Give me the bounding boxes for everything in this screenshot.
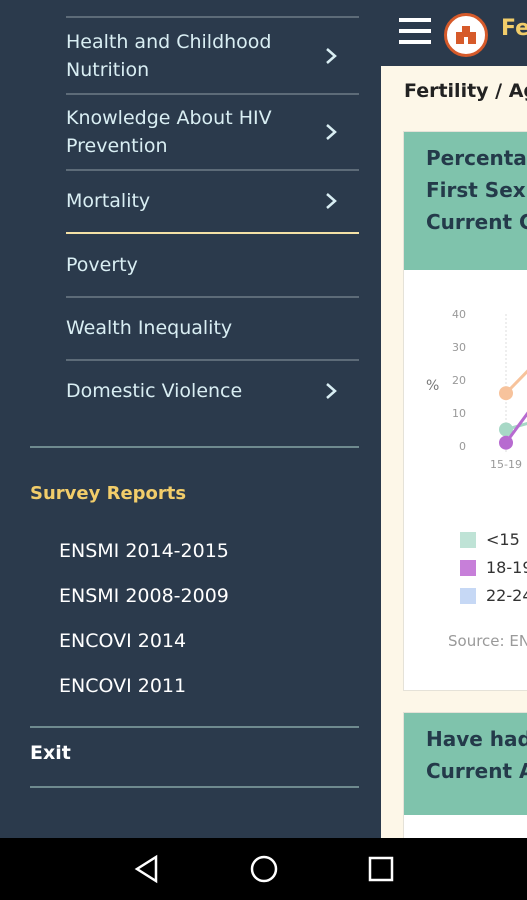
menu-item-health-nutrition[interactable]: Health and Childhood Nutrition xyxy=(66,26,359,86)
y-tick-label: 40 xyxy=(452,308,466,321)
divider xyxy=(66,93,359,95)
data-point xyxy=(499,386,513,401)
back-icon[interactable] xyxy=(130,852,164,886)
legend-item: <15 xyxy=(460,530,520,549)
data-point xyxy=(499,422,513,437)
chevron-right-icon xyxy=(326,193,337,209)
divider xyxy=(66,169,359,171)
chevron-right-icon xyxy=(326,383,337,399)
chart-card: Percentag First Sexu Current C 40 30 20 10 0… xyxy=(403,131,527,691)
chart-card: Have had Current A xyxy=(403,712,527,838)
menu-item-label: Health and Childhood Nutrition xyxy=(66,31,272,81)
building-logo-icon xyxy=(456,26,476,44)
home-icon[interactable] xyxy=(247,852,281,886)
breadcrumb: Fertility / Ag xyxy=(404,80,527,102)
y-tick-label: 0 xyxy=(459,440,466,453)
menu-item-poverty[interactable]: Poverty xyxy=(66,248,359,282)
navigation-drawer: Health and Childhood Nutrition Knowledge… xyxy=(30,16,359,788)
legend-swatch xyxy=(460,587,476,604)
y-tick-label: 10 xyxy=(452,407,466,420)
system-navigation-bar xyxy=(0,838,527,900)
y-tick-label: 20 xyxy=(452,374,466,387)
exit-button[interactable]: Exit xyxy=(30,742,71,764)
menu-item-wealth-inequality[interactable]: Wealth Inequality xyxy=(66,311,359,345)
main-content: Fe Fertility / Ag Percentag First Sexu C… xyxy=(381,0,527,838)
divider xyxy=(66,16,359,18)
app-logo xyxy=(444,13,488,57)
chevron-right-icon xyxy=(326,48,337,64)
section-divider xyxy=(30,786,359,788)
divider xyxy=(66,359,359,361)
legend-label: 22-24 xyxy=(486,586,527,605)
y-tick-label: 30 xyxy=(452,341,466,354)
menu-item-label: Mortality xyxy=(66,190,151,212)
chart-source: Source: ENS xyxy=(448,632,527,650)
menu-item-domestic-violence[interactable]: Domestic Violence xyxy=(66,374,359,408)
data-point xyxy=(499,435,513,450)
legend-label: <15 xyxy=(486,530,520,549)
chart-card-title: Have had Current A xyxy=(404,713,527,815)
section-divider xyxy=(30,446,359,448)
menu-item-label: Knowledge About HIV Prevention xyxy=(66,107,272,157)
menu-item-mortality[interactable]: Mortality xyxy=(66,184,359,218)
chart-card-title: Percentag First Sexu Current C xyxy=(404,132,527,270)
survey-reports-heading: Survey Reports xyxy=(30,483,187,504)
recents-icon[interactable] xyxy=(364,852,398,886)
legend-swatch xyxy=(460,531,476,548)
legend-label: 18-19 xyxy=(486,558,527,577)
chevron-right-icon xyxy=(326,124,337,140)
active-divider xyxy=(66,232,359,234)
menu-item-hiv-prevention[interactable]: Knowledge About HIV Prevention xyxy=(66,102,359,162)
divider xyxy=(66,296,359,298)
menu-item-label: Wealth Inequality xyxy=(66,317,233,339)
report-link-ensmi-2008[interactable]: ENSMI 2008-2009 xyxy=(59,585,229,607)
section-divider xyxy=(30,726,359,728)
report-link-encovi-2014[interactable]: ENCOVI 2014 xyxy=(59,630,187,652)
series-line xyxy=(504,369,527,395)
legend-item: 18-19 xyxy=(460,558,527,577)
app-bar-title: Fe xyxy=(501,16,527,41)
series-line xyxy=(505,421,527,431)
menu-item-label: Domestic Violence xyxy=(66,380,243,402)
series-line xyxy=(504,411,527,444)
x-tick-label: 15-19 xyxy=(490,458,522,471)
y-axis-unit: % xyxy=(426,378,439,394)
menu-item-label: Poverty xyxy=(66,254,138,276)
report-link-ensmi-2014[interactable]: ENSMI 2014-2015 xyxy=(59,540,229,562)
line-chart: 40 30 20 10 0% 15-19 xyxy=(426,308,527,471)
menu-icon[interactable] xyxy=(399,18,431,44)
legend-swatch xyxy=(460,559,476,576)
report-link-encovi-2011[interactable]: ENCOVI 2011 xyxy=(59,675,187,697)
legend-item: 22-24 xyxy=(460,586,527,605)
app-bar: Fe xyxy=(381,0,527,66)
